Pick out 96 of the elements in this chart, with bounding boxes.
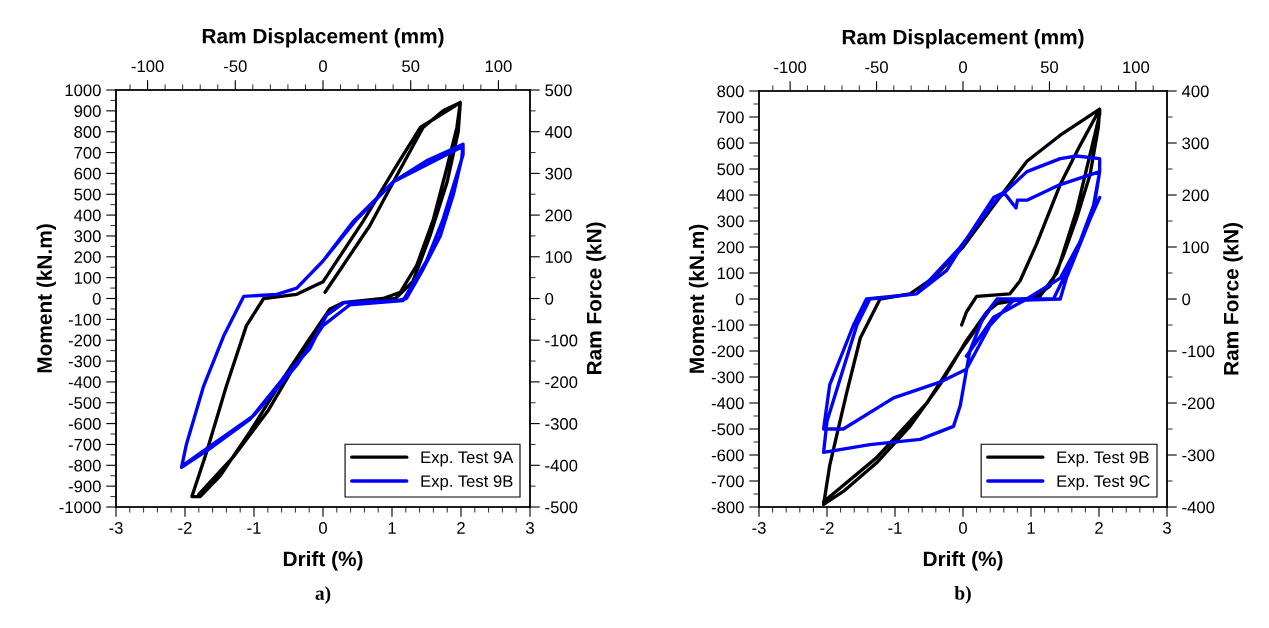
x-tick-label: -3 [109,522,123,534]
y-tick-label: -800 [68,459,101,472]
y-tick-label: -300 [711,371,744,384]
legend-label: Exp. Test 9B [1057,451,1149,467]
y-axis-title: Moment (kN.m) [36,224,57,373]
y-tick-label: -600 [68,418,101,430]
y2-tick-label: 200 [545,209,572,222]
y2-tick-label: -400 [545,459,578,472]
y2-tick-label: -400 [1182,501,1215,514]
y2-tick-label: 400 [1181,85,1209,98]
y-tick-label: -700 [68,438,101,451]
y2-tick-label: -500 [545,501,578,514]
y-tick-label: 400 [716,189,744,202]
x2-axis-title: Ram Displacement (mm) [842,29,1084,49]
y-tick-label: 300 [717,215,744,228]
x-tick-label: 1 [1027,522,1035,534]
y2-tick-label: -100 [1182,345,1215,358]
y2-tick-label: 400 [544,126,572,138]
legend-label: Exp. Test 9A [421,451,514,467]
x-tick-label: 0 [319,522,327,534]
y-tick-label: 0 [735,293,744,306]
y-tick-label: 800 [74,126,101,138]
y-tick-label: -100 [68,313,101,326]
y-tick-label: 900 [74,105,101,118]
x2-tick-label: -100 [774,61,807,74]
x-tick-label: -1 [247,522,261,534]
x-tick-label: 1 [388,522,396,534]
y-tick-label: 700 [74,146,101,159]
x2-tick-label: -50 [223,60,247,73]
y2-axis-title: Ram Force (kN) [586,222,606,375]
y-tick-label: 200 [74,251,101,263]
y-axis-title: Moment (kN.m) [688,224,709,373]
legend-label: Exp. Test 9C [1057,475,1150,491]
y2-tick-label: -300 [1182,449,1215,462]
legend-label: Exp. Test 9B [421,475,513,491]
y-tick-label: 1000 [65,84,101,97]
y-tick-label: -900 [68,480,101,493]
x2-tick-label: -50 [865,61,888,74]
x2-axis-title: Ram Displacement (mm) [202,28,444,48]
y2-tick-label: 100 [1182,241,1209,254]
x-tick-label: -2 [178,522,192,534]
x2-tick-label: 100 [1123,61,1150,74]
y-tick-label: 0 [92,292,101,305]
x-tick-label: 3 [1163,522,1171,534]
y2-axis-title: Ram Force (kN) [1223,223,1243,375]
y-tick-label: 800 [717,85,744,98]
y2-tick-label: 300 [1182,137,1209,150]
x-axis-title: Drift (%) [923,551,1003,571]
y2-tick-label: -300 [545,418,578,430]
y-tick-label: 300 [74,230,101,243]
y-tick-label: -200 [711,345,744,358]
x-tick-label: 2 [1095,522,1103,534]
y-tick-label: 500 [717,163,744,176]
x-tick-label: -3 [752,522,766,534]
y-tick-label: 700 [717,111,744,124]
y-tick-label: -600 [711,449,744,462]
y-tick-label: -800 [711,501,744,514]
x-tick-label: -1 [888,522,902,534]
y2-tick-label: 300 [545,167,572,180]
text: b) [954,586,971,604]
y-tick-label: 100 [74,272,101,284]
x2-tick-label: 50 [402,60,420,73]
y2-tick-label: 100 [545,251,572,263]
y-tick-label: 100 [717,267,744,280]
y-tick-label: -100 [711,319,744,332]
x-axis-title: Drift (%) [283,551,363,571]
x2-tick-label: -100 [131,60,164,73]
y2-tick-label: -100 [545,334,578,347]
x2-tick-label: 0 [959,61,967,74]
y-tick-label: -500 [711,423,744,436]
y-tick-label: 200 [717,241,744,254]
x2-tick-label: 50 [1040,61,1059,74]
y-tick-label: 600 [717,137,744,150]
y-tick-label: -1000 [59,501,101,514]
y2-tick-label: 0 [545,292,554,305]
y-tick-label: -500 [68,397,101,409]
y2-tick-label: 200 [1182,189,1209,202]
y-tick-label: -200 [68,334,101,347]
y-tick-label: 600 [74,167,101,180]
x2-tick-label: 100 [485,60,512,73]
x-tick-label: 0 [959,522,967,534]
x-tick-label: -2 [820,522,834,534]
y2-tick-label: 500 [545,84,572,97]
y-tick-label: -300 [68,355,101,368]
y-tick-label: 500 [74,188,101,201]
y-tick-label: 400 [73,209,101,222]
y2-tick-label: 0 [1182,293,1191,306]
x-tick-label: 2 [457,522,465,534]
y-tick-label: -400 [68,376,101,389]
y-tick-label: -400 [711,397,744,410]
y2-tick-label: -200 [545,376,578,389]
text: a) [315,586,331,604]
y-tick-label: -700 [711,475,744,488]
x2-tick-label: 0 [319,60,327,73]
x-tick-label: 3 [526,522,534,534]
y2-tick-label: -200 [1182,397,1215,410]
